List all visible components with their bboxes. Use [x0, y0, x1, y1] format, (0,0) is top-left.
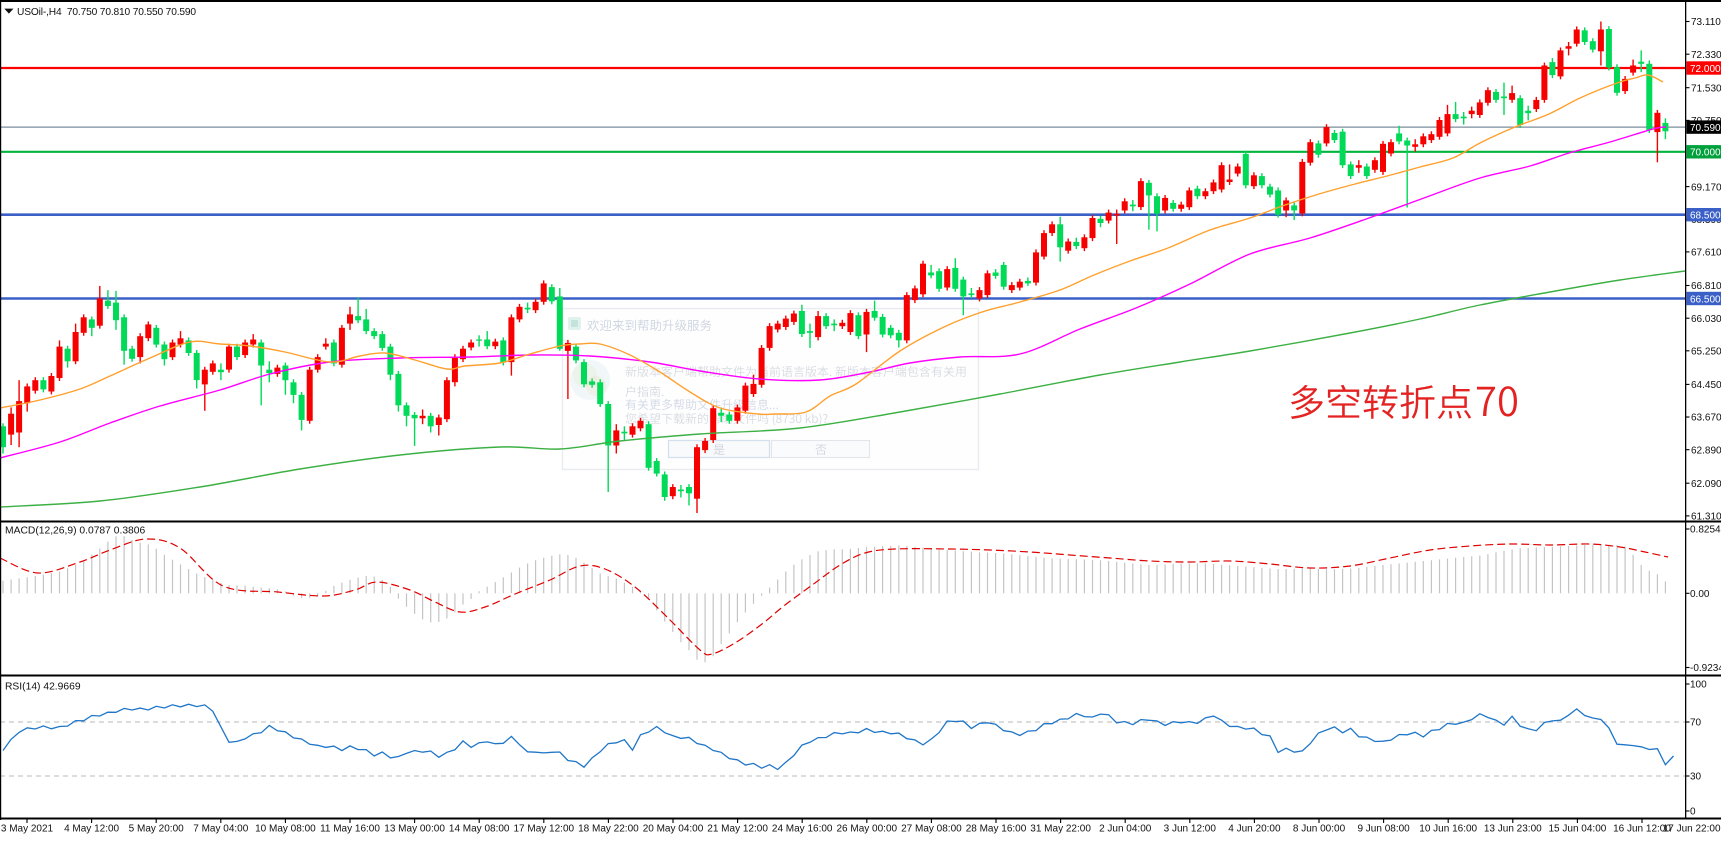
svg-text:100: 100: [1690, 680, 1707, 691]
svg-text:3 May 2021: 3 May 2021: [1, 824, 54, 835]
svg-text:69.170: 69.170: [1691, 182, 1721, 193]
svg-text:4 May 12:00: 4 May 12:00: [64, 824, 119, 835]
svg-text:21 May 12:00: 21 May 12:00: [707, 824, 768, 835]
svg-text:70.000: 70.000: [1690, 148, 1721, 159]
svg-text:13 May 00:00: 13 May 00:00: [384, 824, 445, 835]
svg-text:28 May 16:00: 28 May 16:00: [966, 824, 1027, 835]
svg-text:11 May 16:00: 11 May 16:00: [320, 824, 380, 835]
svg-text:13 Jun 23:00: 13 Jun 23:00: [1484, 824, 1542, 835]
svg-text:30: 30: [1690, 772, 1702, 783]
svg-text:17 Jun 22:00: 17 Jun 22:00: [1663, 824, 1721, 835]
svg-text:66.030: 66.030: [1691, 314, 1721, 325]
svg-text:68.500: 68.500: [1690, 211, 1721, 222]
svg-text:31 May 22:00: 31 May 22:00: [1030, 824, 1091, 835]
svg-text:5 May 20:00: 5 May 20:00: [129, 824, 184, 835]
svg-text:4 Jun 20:00: 4 Jun 20:00: [1228, 824, 1281, 835]
svg-text:7 May 04:00: 7 May 04:00: [193, 824, 248, 835]
svg-text:67.610: 67.610: [1691, 248, 1721, 259]
svg-text:62.890: 62.890: [1691, 445, 1721, 456]
svg-text:10 May 08:00: 10 May 08:00: [255, 824, 316, 835]
svg-text:66.810: 66.810: [1691, 281, 1721, 292]
svg-text:27 May 08:00: 27 May 08:00: [901, 824, 962, 835]
svg-text:MACD(12,26,9) 0.0787 0.3806: MACD(12,26,9) 0.0787 0.3806: [5, 526, 146, 537]
svg-text:62.090: 62.090: [1691, 479, 1721, 490]
svg-text:0.00: 0.00: [1690, 589, 1710, 600]
svg-text:0: 0: [1690, 807, 1696, 818]
svg-text:72.000: 72.000: [1690, 64, 1721, 75]
svg-text:9 Jun 08:00: 9 Jun 08:00: [1357, 824, 1410, 835]
svg-text:20 May 04:00: 20 May 04:00: [643, 824, 704, 835]
svg-text:-0.9234: -0.9234: [1690, 663, 1721, 674]
svg-text:USOil-,H4 70.750 70.810 70.55: USOil-,H4 70.750 70.810 70.550 70.590: [17, 7, 196, 18]
svg-text:24 May 16:00: 24 May 16:00: [772, 824, 833, 835]
svg-text:65.250: 65.250: [1691, 347, 1721, 358]
svg-text:71.530: 71.530: [1691, 83, 1721, 94]
svg-text:14 May 08:00: 14 May 08:00: [449, 824, 510, 835]
svg-text:70.590: 70.590: [1690, 123, 1721, 134]
svg-text:2 Jun 04:00: 2 Jun 04:00: [1099, 824, 1152, 835]
svg-text:73.110: 73.110: [1691, 17, 1721, 28]
svg-text:8 Jun 00:00: 8 Jun 00:00: [1293, 824, 1346, 835]
svg-text:63.670: 63.670: [1691, 413, 1721, 424]
svg-text:66.500: 66.500: [1690, 294, 1721, 305]
svg-text:18 May 22:00: 18 May 22:00: [578, 824, 639, 835]
svg-text:72.330: 72.330: [1691, 50, 1721, 61]
svg-text:70: 70: [1690, 718, 1702, 729]
svg-text:10 Jun 16:00: 10 Jun 16:00: [1419, 824, 1477, 835]
svg-text:RSI(14) 42.9669: RSI(14) 42.9669: [5, 682, 81, 693]
svg-text:26 May 00:00: 26 May 00:00: [836, 824, 897, 835]
svg-text:3 Jun 12:00: 3 Jun 12:00: [1164, 824, 1217, 835]
svg-text:15 Jun 04:00: 15 Jun 04:00: [1548, 824, 1606, 835]
svg-text:0.8254: 0.8254: [1690, 525, 1721, 536]
svg-text:17 May 12:00: 17 May 12:00: [513, 824, 574, 835]
svg-text:64.450: 64.450: [1691, 380, 1721, 391]
svg-text:61.310: 61.310: [1691, 512, 1721, 523]
